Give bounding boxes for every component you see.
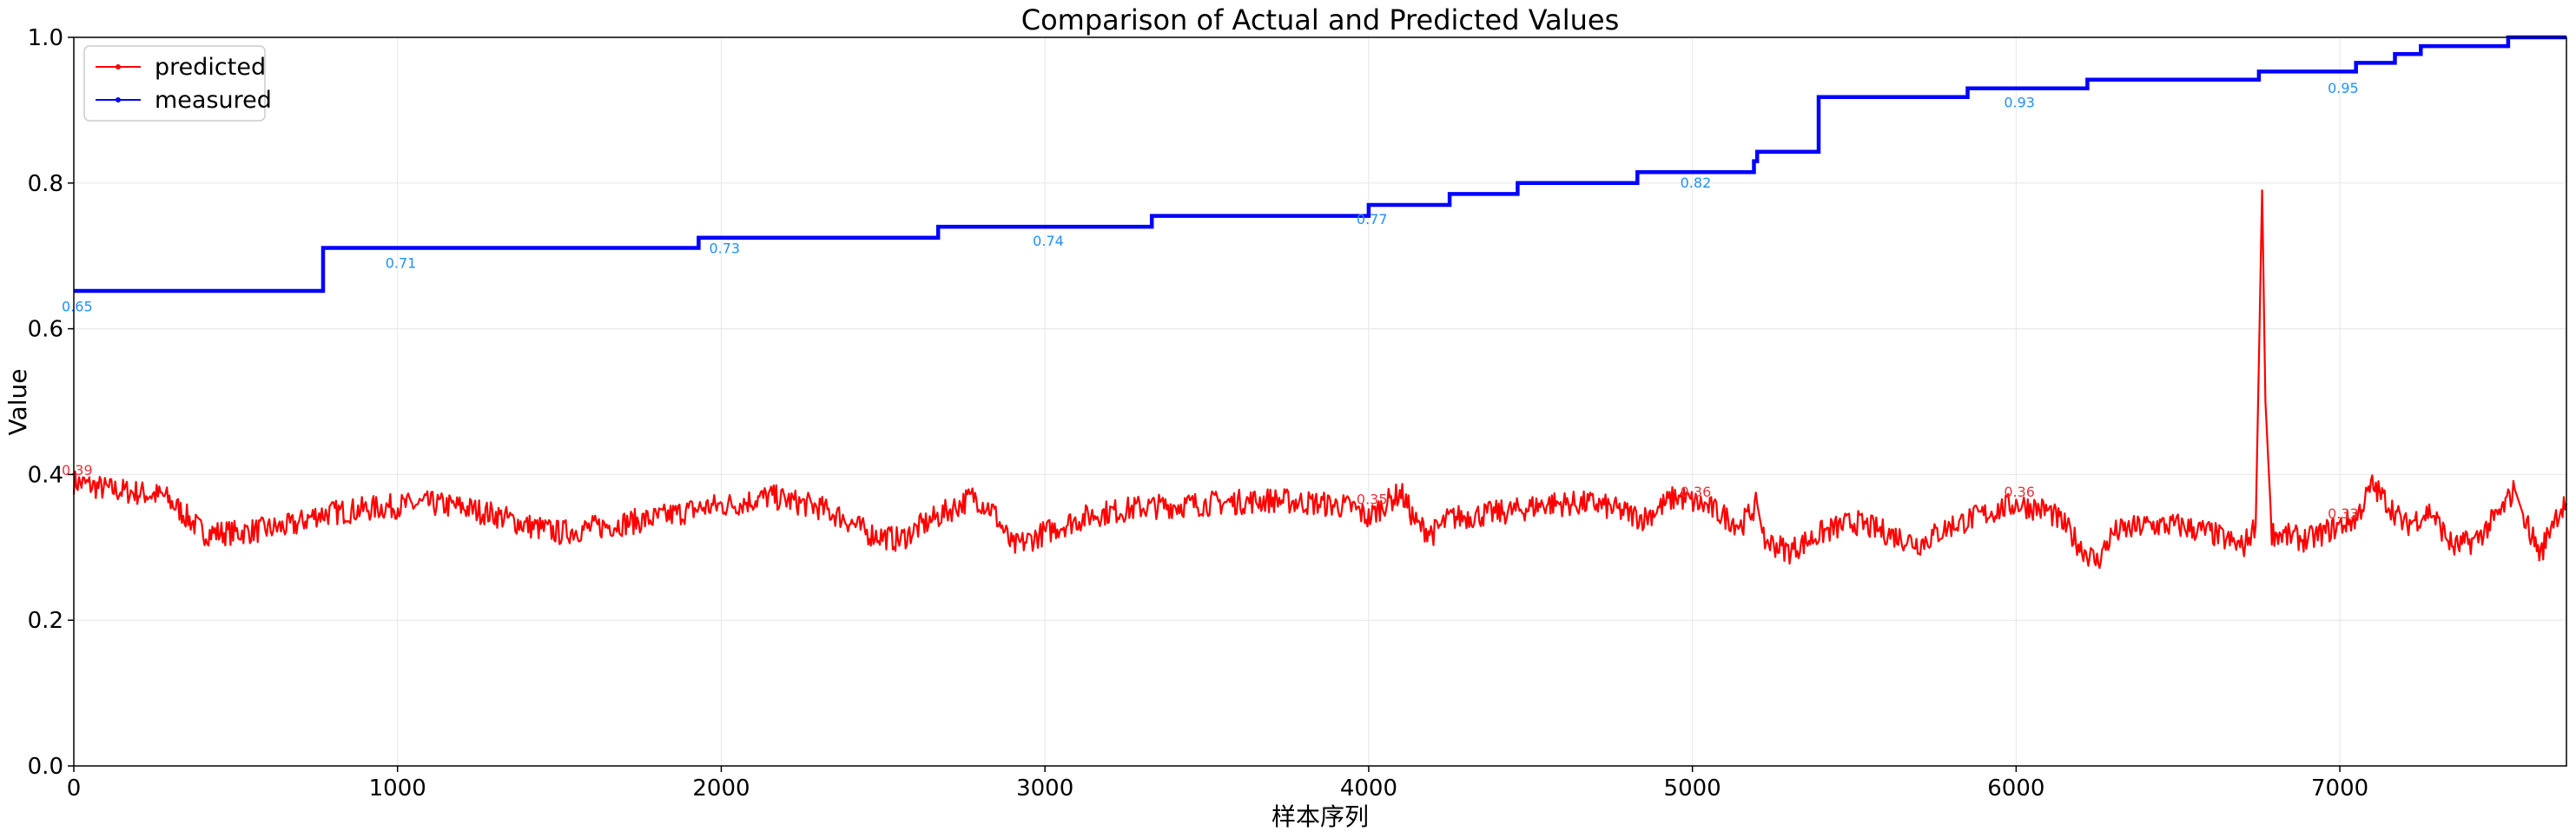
series-layer [72,35,2568,570]
y-tick-label: 0.8 [28,171,63,197]
legend-label-measured: measured [155,87,272,114]
y-tick-label: 0.2 [28,608,63,634]
series-line-measured [74,35,2566,294]
y-tick-label: 1.0 [28,25,63,51]
x-tick-label: 7000 [2311,775,2368,802]
legend-box [83,45,266,122]
y-axis-label: Value [3,369,32,436]
data-label-predicted: 0.36 [1681,484,1712,500]
annotation-layer: 0.39 0.35 0.36 0.36 0.33 0.65 0.71 0.73 0.74 0.77… [62,80,2359,522]
y-tick-label: 0.0 [28,754,63,780]
data-label-predicted: 0.35 [1357,491,1388,507]
y-tick-label: 0.6 [28,317,63,343]
y-axis-ticks: 0.0 0.2 0.4 0.6 0.8 1.0 [28,25,74,780]
data-label-measured: 0.71 [386,254,417,271]
data-label-predicted: 0.33 [2328,505,2359,522]
legend-marker-predicted [116,64,121,69]
x-tick-label: 1000 [369,775,426,802]
legend: predicted measured [83,45,272,122]
y-tick-label: 0.4 [28,462,63,488]
chart-title: Comparison of Actual and Predicted Value… [1021,3,1620,36]
data-label-measured: 0.65 [62,299,93,315]
x-tick-label: 4000 [1340,775,1397,802]
data-label-predicted: 0.39 [62,462,93,478]
legend-marker-measured [116,97,121,102]
data-label-predicted: 0.36 [2004,484,2035,500]
x-tick-label: 0 [67,775,82,802]
x-tick-label: 2000 [692,775,750,802]
data-label-measured: 0.74 [1033,233,1064,249]
x-axis-label: 样本序列 [1271,802,1369,831]
x-axis-ticks: 0 1000 2000 3000 4000 5000 6000 7000 [67,766,2368,802]
data-label-measured: 0.73 [709,241,740,257]
data-label-measured: 0.93 [2004,95,2035,111]
data-label-measured: 0.77 [1357,211,1388,228]
x-tick-label: 6000 [1987,775,2044,802]
data-label-measured: 0.82 [1681,175,1712,191]
plot-frame [73,36,2567,767]
x-tick-label: 5000 [1664,775,1721,802]
series-line-predicted [72,189,2568,570]
legend-label-predicted: predicted [155,54,266,81]
grid-lines [73,36,2566,767]
data-label-measured: 0.95 [2328,80,2359,96]
x-tick-label: 3000 [1016,775,1073,802]
